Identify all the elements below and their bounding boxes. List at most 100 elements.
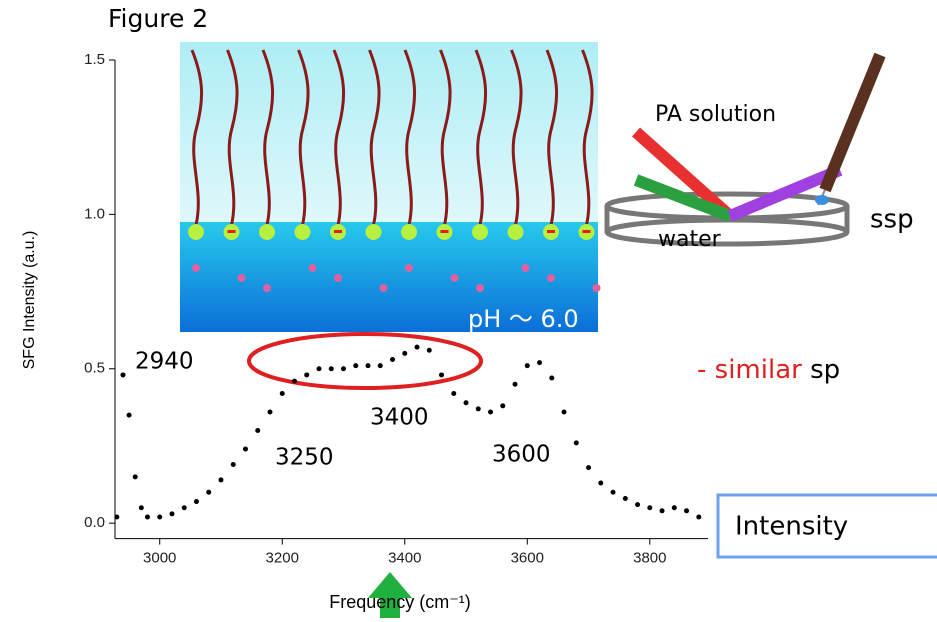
peak-label: 3600 xyxy=(492,442,551,468)
water-molecule xyxy=(380,284,388,292)
point xyxy=(133,474,138,479)
bullet-rest: sp xyxy=(810,355,840,385)
point xyxy=(169,511,174,516)
point xyxy=(488,410,493,415)
slide: Intensity - similar sp PA solution ssp w… xyxy=(0,0,937,618)
point xyxy=(623,496,628,501)
water-molecule xyxy=(334,274,342,282)
water-molecule xyxy=(476,284,484,292)
charge xyxy=(228,230,236,233)
charge xyxy=(547,230,555,233)
x-tick-label: 3000 xyxy=(143,550,176,567)
water-molecule xyxy=(547,274,555,282)
point xyxy=(353,363,358,368)
y-tick-label: 1.0 xyxy=(84,205,105,222)
head xyxy=(366,224,382,240)
head xyxy=(508,224,524,240)
point xyxy=(341,366,346,371)
peak-label: 3250 xyxy=(275,445,334,471)
setup-illustration xyxy=(607,55,880,244)
point xyxy=(120,372,125,377)
point xyxy=(500,403,505,408)
point xyxy=(537,360,542,365)
pa-label: PA solution xyxy=(655,102,776,127)
point xyxy=(194,499,199,504)
y-tick-label: 0.0 xyxy=(84,514,105,531)
point xyxy=(378,363,383,368)
x-tick-label: 3600 xyxy=(511,550,544,567)
point xyxy=(415,345,420,350)
x-tick-label: 3400 xyxy=(388,550,421,567)
head xyxy=(295,224,311,240)
point xyxy=(476,406,481,411)
ph-label: pH ～ 6.0 xyxy=(468,305,579,333)
point xyxy=(127,413,132,418)
point xyxy=(145,514,150,519)
point xyxy=(451,391,456,396)
box-text: Intensity xyxy=(735,512,848,542)
ssp-label: ssp xyxy=(870,205,914,235)
point xyxy=(672,505,677,510)
y-tick-label: 0.5 xyxy=(84,360,105,377)
point xyxy=(647,505,652,510)
point xyxy=(390,357,395,362)
chart-title: Figure 2 xyxy=(108,4,208,33)
point xyxy=(292,379,297,384)
point xyxy=(206,490,211,495)
inset-illustration xyxy=(180,42,601,332)
point xyxy=(549,376,554,381)
point xyxy=(611,490,616,495)
point xyxy=(696,514,701,519)
head xyxy=(188,224,204,240)
point xyxy=(243,447,248,452)
point xyxy=(329,366,334,371)
head xyxy=(472,224,488,240)
water-molecule xyxy=(593,284,601,292)
bullet: - similar sp xyxy=(697,355,840,385)
water-molecule xyxy=(192,264,200,272)
point xyxy=(182,505,187,510)
point xyxy=(304,372,309,377)
point xyxy=(316,366,321,371)
water-molecule xyxy=(309,264,317,272)
point xyxy=(464,400,469,405)
bullet-highlight: similar xyxy=(715,355,802,385)
point xyxy=(231,462,236,467)
point xyxy=(684,508,689,513)
point xyxy=(402,351,407,356)
point xyxy=(660,508,665,513)
water-molecule xyxy=(263,284,271,292)
point xyxy=(586,465,591,470)
peak-label: 2940 xyxy=(135,349,194,375)
point xyxy=(255,428,260,433)
point xyxy=(267,410,272,415)
highlight-ellipse xyxy=(249,334,481,388)
head xyxy=(259,224,275,240)
point xyxy=(280,391,285,396)
point xyxy=(366,363,371,368)
x-axis-label: Frequency (cm⁻¹) xyxy=(329,592,471,612)
point xyxy=(598,481,603,486)
peak-label: 3400 xyxy=(370,405,429,431)
water-molecule xyxy=(238,274,246,282)
charge xyxy=(334,230,342,233)
bullet-dash: - xyxy=(697,355,706,385)
point xyxy=(427,348,432,353)
point xyxy=(635,502,640,507)
y-axis-label: SFG Intensity (a.u.) xyxy=(21,231,38,370)
water-molecule xyxy=(451,274,459,282)
water-molecule xyxy=(522,264,530,272)
point xyxy=(574,440,579,445)
point xyxy=(562,410,567,415)
head xyxy=(401,224,417,240)
point xyxy=(525,363,530,368)
page: {"chart_data": {"type": "scatter", "titl… xyxy=(0,0,937,618)
x-tick-label: 3800 xyxy=(633,550,666,567)
charge xyxy=(583,230,591,233)
x-tick-label: 3200 xyxy=(266,550,299,567)
point xyxy=(513,382,518,387)
point xyxy=(157,514,162,519)
point xyxy=(218,477,223,482)
water-label: water xyxy=(658,227,722,252)
y-tick-label: 1.5 xyxy=(84,51,105,68)
